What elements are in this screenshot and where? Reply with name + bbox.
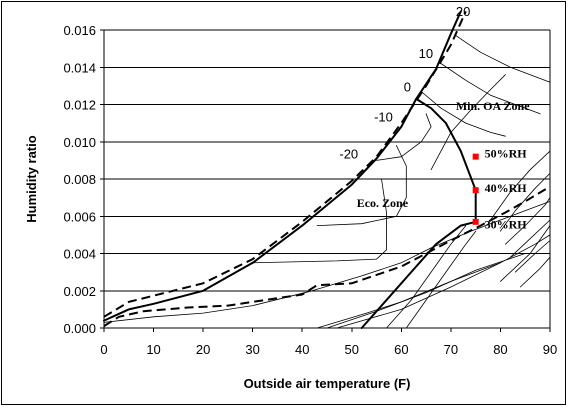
rh-marker-0 bbox=[472, 153, 479, 160]
series-saturation-curve-0 bbox=[103, 10, 462, 322]
series-thin-isoline-12 bbox=[316, 145, 407, 226]
x-tick-label-4: 40 bbox=[295, 342, 309, 357]
series-thin-isoline-17 bbox=[430, 74, 506, 171]
y-tick-label-8: 0.016 bbox=[63, 23, 96, 38]
rh-marker-1 bbox=[472, 187, 479, 194]
series-thin-isoline-4 bbox=[103, 201, 551, 323]
x-tick-label-1: 10 bbox=[146, 342, 160, 357]
axes bbox=[100, 29, 551, 332]
annotation-8: 30%RH bbox=[485, 217, 528, 231]
x-tick-label-0: 0 bbox=[100, 342, 107, 357]
series-thin-isoline-21 bbox=[510, 219, 551, 258]
series-thin-isoline-7 bbox=[316, 262, 501, 329]
annotation-5: Min. OA Zone bbox=[456, 99, 530, 113]
y-tick-label-3: 0.006 bbox=[63, 209, 96, 224]
annotation-0: 20 bbox=[456, 4, 470, 19]
y-tick-label-4: 0.008 bbox=[63, 172, 96, 187]
series-thin-isoline-8 bbox=[500, 225, 551, 282]
series-thin-isoline-18 bbox=[490, 150, 551, 221]
series-thin-isoline-11 bbox=[252, 178, 387, 264]
series-saturation-offset-1 bbox=[103, 10, 467, 318]
series-thin-isoline-22 bbox=[514, 240, 551, 273]
x-axis-title: Outside air temperature (F) bbox=[244, 376, 411, 391]
x-tick-label-8: 80 bbox=[493, 342, 507, 357]
annotation-4: -20 bbox=[339, 147, 358, 162]
rh-marker-2 bbox=[472, 218, 479, 225]
x-tick-label-2: 20 bbox=[196, 342, 210, 357]
x-tick-label-9: 90 bbox=[543, 342, 557, 357]
series-thin-isoline-20 bbox=[505, 197, 551, 245]
y-tick-label-1: 0.002 bbox=[63, 284, 96, 299]
series-thin-isoline-14 bbox=[420, 91, 506, 137]
y-tick-label-0: 0.000 bbox=[63, 321, 96, 336]
grid-lines bbox=[104, 29, 550, 329]
y-tick-label-2: 0.004 bbox=[63, 247, 96, 262]
y-axis-title: Humidity ratio bbox=[24, 135, 39, 222]
series-thin-isoline-19 bbox=[500, 173, 551, 232]
x-tick-label-7: 70 bbox=[444, 342, 458, 357]
series-thin-isoline-15 bbox=[440, 63, 541, 115]
tick-labels: 0.000 0.002 0.004 0.006 0.008 0.010 0.012 0.014… bbox=[63, 23, 557, 357]
annotation-6: 50%RH bbox=[485, 147, 528, 161]
annotation-7: 40%RH bbox=[485, 181, 528, 195]
series-zone-boundary-2 bbox=[360, 97, 477, 329]
annotation-3: -10 bbox=[374, 109, 393, 124]
y-tick-label-5: 0.010 bbox=[63, 135, 96, 150]
x-tick-label-6: 60 bbox=[394, 342, 408, 357]
series-thin-isoline-23 bbox=[519, 256, 551, 288]
x-tick-label-5: 50 bbox=[345, 342, 359, 357]
series-thin-isoline-10 bbox=[405, 230, 477, 329]
series-thin-isoline-9 bbox=[386, 225, 467, 329]
series-thin-isoline-16 bbox=[455, 35, 551, 83]
y-tick-label-6: 0.012 bbox=[63, 98, 96, 113]
series-thin-isoline-6 bbox=[326, 253, 526, 329]
y-tick-label-7: 0.014 bbox=[63, 60, 96, 75]
annotation-1: 10 bbox=[419, 46, 433, 61]
series-lower-dashed-3 bbox=[103, 185, 551, 327]
chart-markers bbox=[472, 153, 479, 225]
annotations: 20 10 0 -10 -20 Min. OA Zone 50%RH 40%RH 30%RH Ec… bbox=[339, 4, 530, 231]
annotation-9: Eco. Zone bbox=[357, 196, 409, 210]
series-thin-isoline-13 bbox=[376, 113, 432, 161]
x-tick-label-3: 30 bbox=[245, 342, 259, 357]
annotation-2: 0 bbox=[404, 79, 411, 94]
chart-series bbox=[103, 10, 551, 329]
